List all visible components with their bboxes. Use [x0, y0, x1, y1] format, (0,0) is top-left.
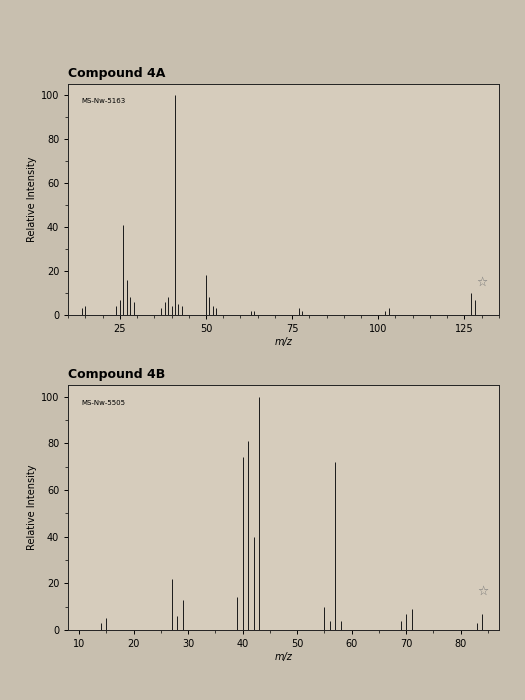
- Text: Compound 4A: Compound 4A: [68, 67, 165, 80]
- X-axis label: m/z: m/z: [275, 652, 292, 662]
- Text: ☆: ☆: [476, 276, 487, 288]
- Text: Compound 4B: Compound 4B: [68, 368, 165, 381]
- Y-axis label: Relative Intensity: Relative Intensity: [27, 157, 37, 242]
- Y-axis label: Relative Intensity: Relative Intensity: [27, 465, 37, 550]
- Text: MS-Nw-5505: MS-Nw-5505: [81, 400, 125, 406]
- Text: MS-Nw-5163: MS-Nw-5163: [81, 98, 125, 104]
- X-axis label: m/z: m/z: [275, 337, 292, 346]
- Text: ☆: ☆: [477, 584, 488, 597]
